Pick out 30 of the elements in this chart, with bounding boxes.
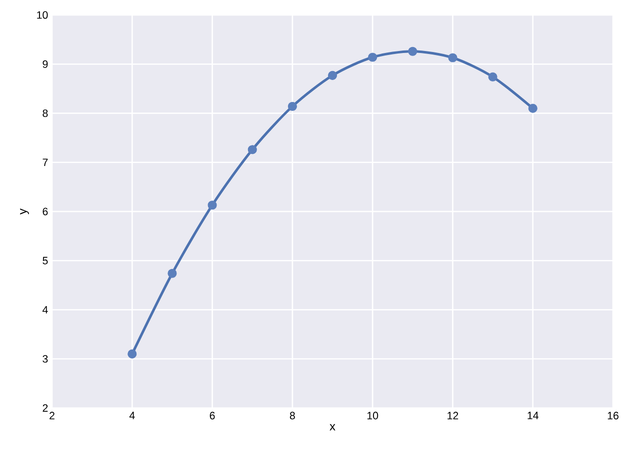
point [528,104,538,113]
x-tick-label: 16 [608,412,618,420]
x-tick-label: 10 [367,412,378,420]
y-tick-label: 2 [42,404,48,412]
y-tick-label: 5 [42,256,48,264]
point [168,268,177,278]
x-tick-label: 4 [129,412,135,420]
x-tick-label: 14 [528,412,538,420]
point [248,145,257,154]
point [408,46,418,56]
x-tick-label: 12 [448,412,458,420]
y-tick-label: 3 [42,355,48,363]
y-tick-label: 10 [37,11,48,19]
x-tick-label: 6 [210,412,215,420]
point [208,200,217,210]
point [488,72,498,82]
x-tick-label: 8 [290,412,295,420]
point [448,53,458,62]
x-axis-title: x [330,424,336,430]
y-tick-label: 4 [42,306,48,314]
x-tick-label: 2 [50,412,54,420]
y-tick-label: 8 [42,109,48,118]
y-tick-label: 6 [42,208,48,216]
y-tick-label: 7 [42,158,48,166]
point [128,349,137,358]
y-axis-title: y [20,208,29,214]
point [288,102,297,111]
point [328,70,338,80]
y-tick-label: 9 [42,60,48,68]
point [368,52,378,62]
